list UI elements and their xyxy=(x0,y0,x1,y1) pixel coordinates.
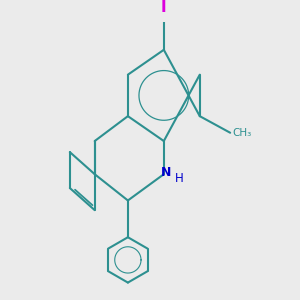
Text: H: H xyxy=(175,172,183,185)
Text: N: N xyxy=(161,166,171,179)
Text: CH₃: CH₃ xyxy=(232,128,251,138)
Text: I: I xyxy=(161,0,167,15)
